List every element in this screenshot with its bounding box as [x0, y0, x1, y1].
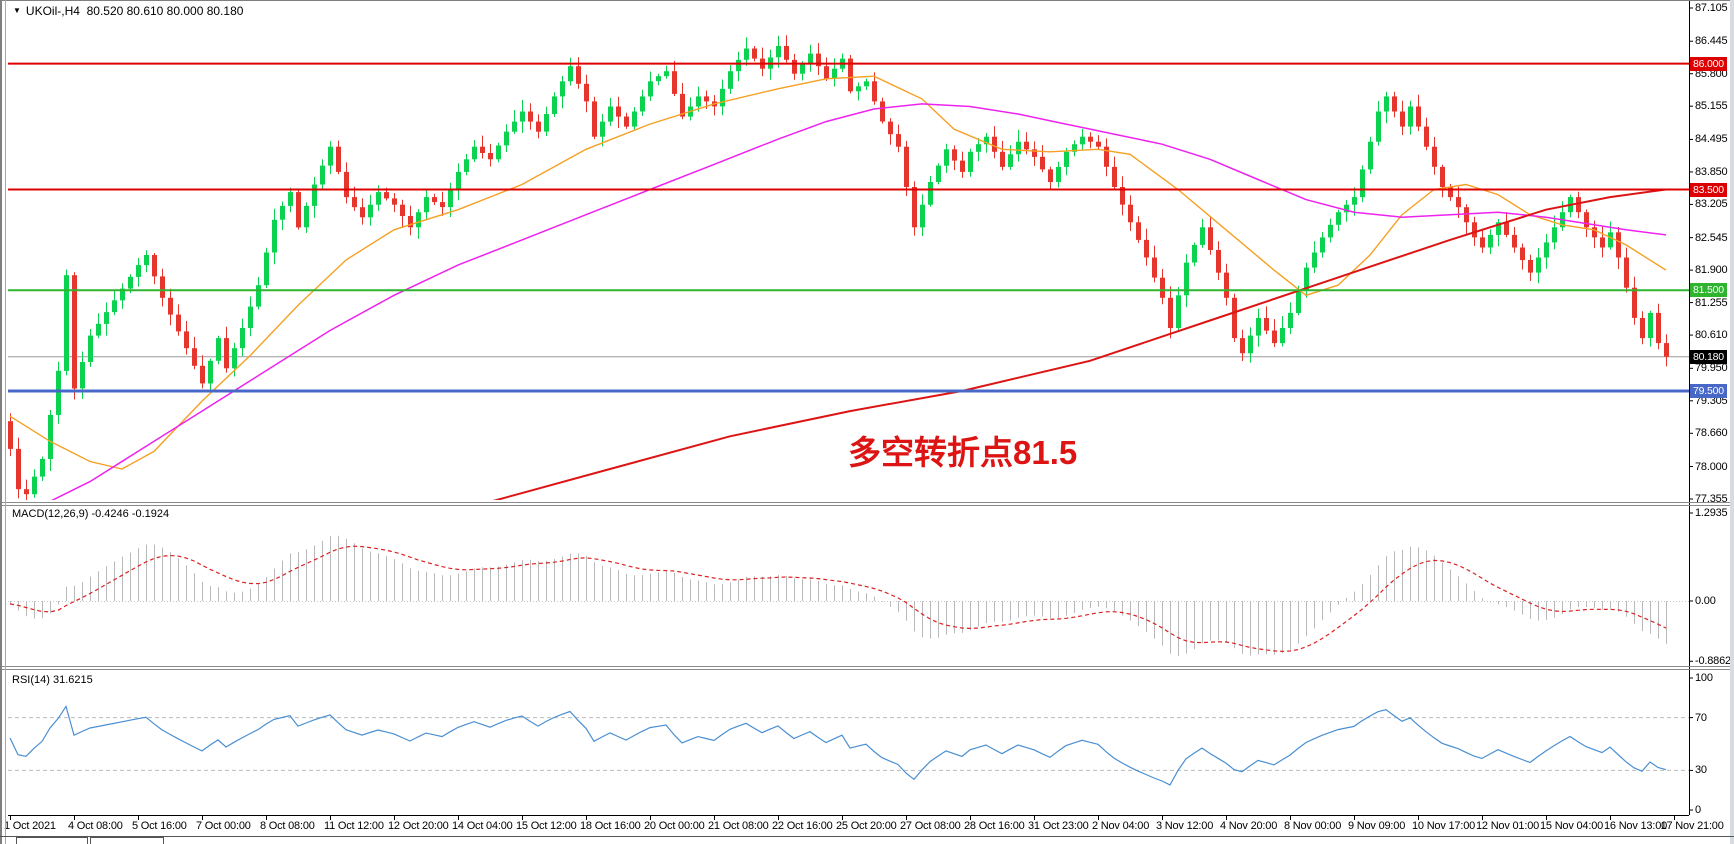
price-axis-label: 85.800: [1695, 67, 1728, 80]
date-label: 12 Nov 01:00: [1476, 820, 1540, 832]
date-label: 2 Nov 04:00: [1092, 820, 1150, 832]
date-label: 15 Oct 12:00: [516, 820, 577, 832]
date-label: 7 Oct 00:00: [196, 820, 251, 832]
rsi-panel-area[interactable]: [8, 671, 1689, 814]
price-badge-79.500: 79.500: [1690, 383, 1727, 398]
window-border-left: [0, 0, 2, 844]
chart-tab-2[interactable]: [90, 837, 164, 844]
date-label: 21 Oct 08:00: [708, 820, 769, 832]
price-axis-label: 80.610: [1695, 329, 1728, 342]
macd-axis-label: 1.2935: [1695, 507, 1728, 519]
date-label: 12 Oct 20:00: [388, 820, 449, 832]
price-badge-81.500: 81.500: [1690, 283, 1727, 298]
date-label: 8 Oct 08:00: [260, 820, 315, 832]
chart-tab-1[interactable]: [16, 837, 88, 844]
macd-panel-area[interactable]: [8, 507, 1689, 665]
price-axis-label: 83.205: [1695, 198, 1728, 211]
symbol-info-text: UKOil-,H4 80.520 80.610 80.000 80.180: [25, 4, 244, 18]
rsi-axis-label: 70: [1695, 711, 1707, 724]
date-label: 4 Oct 08:00: [68, 820, 123, 832]
date-label: 11 Oct 12:00: [324, 820, 384, 832]
date-label: 20 Oct 00:00: [644, 820, 705, 832]
window-right-strip: [1730, 0, 1734, 844]
price-axis-label: 86.445: [1695, 35, 1728, 48]
price-axis-label: 81.255: [1695, 296, 1728, 309]
date-label: 4 Nov 20:00: [1220, 820, 1278, 832]
price-axis-label: 77.355: [1695, 493, 1728, 505]
macd-axis-label: 0.00: [1695, 595, 1716, 607]
price-axis-label: 82.545: [1695, 231, 1728, 244]
rsi-indicator-label: RSI(14) 31.6215: [12, 674, 93, 686]
rsi-axis-label: 100: [1695, 672, 1713, 684]
chart-text-annotation: 多空转折点81.5: [848, 434, 1078, 471]
price-badge-83.500: 83.500: [1690, 182, 1727, 197]
macd-axis-label: -0.8862: [1695, 655, 1731, 668]
date-label: 27 Oct 08:00: [900, 820, 961, 832]
price-badge-86.000: 86.000: [1690, 56, 1727, 71]
date-label: 17 Nov 21:00: [1660, 820, 1724, 832]
symbol-quote-row: ▼ UKOil-,H4 80.520 80.610 80.000 80.180: [13, 4, 243, 18]
price-axis-label: 84.495: [1695, 133, 1728, 146]
date-label: 31 Oct 23:00: [1028, 820, 1089, 832]
date-label: 8 Nov 00:00: [1284, 820, 1342, 832]
date-label: 9 Nov 09:00: [1348, 820, 1406, 832]
date-label: 18 Oct 16:00: [580, 820, 641, 832]
price-axis-label: 85.155: [1695, 100, 1728, 113]
date-label: 14 Oct 04:00: [452, 820, 513, 832]
date-label: 5 Oct 16:00: [132, 820, 187, 832]
price-axis-label: 83.850: [1695, 165, 1728, 178]
date-label: 1 Oct 2021: [4, 820, 56, 832]
window-border-top: [0, 0, 1734, 1]
rsi-axis-label: 0: [1695, 804, 1701, 816]
date-label: 25 Oct 20:00: [836, 820, 897, 832]
price-axis-label: 78.000: [1695, 460, 1728, 473]
rsi-axis-label: 30: [1695, 764, 1707, 777]
date-label: 28 Oct 16:00: [964, 820, 1025, 832]
date-label: 22 Oct 16:00: [772, 820, 833, 832]
price-axis-label: 87.105: [1695, 2, 1728, 14]
date-label: 10 Nov 17:00: [1412, 820, 1476, 832]
date-label: 3 Nov 12:00: [1156, 820, 1214, 832]
tab-bar-line: [0, 836, 1734, 837]
price-axis-label: 78.660: [1695, 427, 1728, 440]
price-axis-label: 81.900: [1695, 264, 1728, 277]
price-axis-area[interactable]: [1690, 2, 1730, 815]
date-label: 16 Nov 13:00: [1604, 820, 1668, 832]
date-label: 15 Nov 04:00: [1540, 820, 1604, 832]
price-axis-label: 79.950: [1695, 362, 1728, 375]
macd-indicator-label: MACD(12,26,9) -0.4246 -0.1924: [12, 508, 170, 520]
price-badge-80.180: 80.180: [1690, 349, 1727, 364]
window-border-left-inner: [5, 0, 6, 844]
symbol-dropdown-icon[interactable]: ▼: [13, 6, 21, 15]
